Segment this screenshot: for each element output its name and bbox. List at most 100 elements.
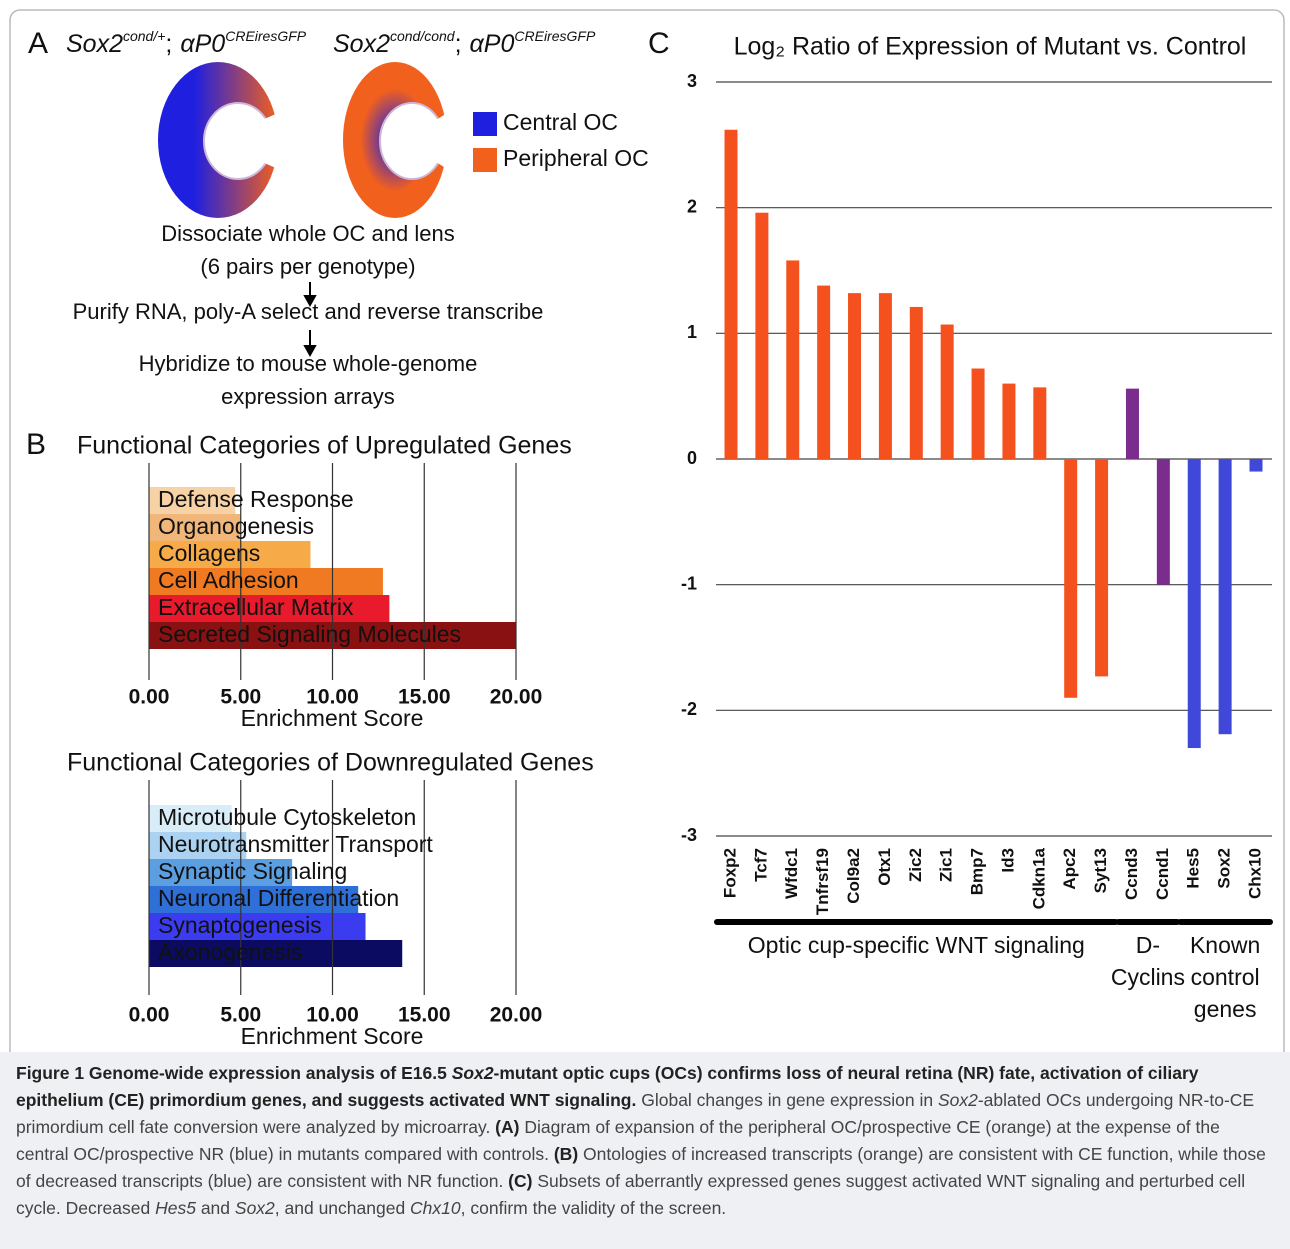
step-text: (6 pairs per genotype) xyxy=(200,254,415,279)
category-label: Secreted Signaling Molecules xyxy=(158,621,461,647)
bar xyxy=(1156,459,1170,585)
category-label: Organogenesis xyxy=(158,513,314,539)
caption-run: Figure 1 Genome-wide expression analysis… xyxy=(16,1063,452,1083)
x-tick-label: Sox2 xyxy=(1215,848,1234,889)
figure-frame xyxy=(9,9,1285,1052)
group-label: Cyclins xyxy=(1111,964,1185,990)
bar xyxy=(149,514,241,541)
bar xyxy=(724,129,738,459)
caption-run: , and unchanged xyxy=(274,1198,411,1218)
driver: αP0 xyxy=(470,30,515,58)
superscript: CREiresGFP xyxy=(225,28,307,44)
category-label: Neurotransmitter Transport xyxy=(158,831,433,857)
category-label: Extracellular Matrix xyxy=(158,594,354,620)
bar xyxy=(755,212,769,459)
bar xyxy=(1249,459,1263,472)
x-tick-label: 20.00 xyxy=(490,1004,543,1027)
caption: Figure 1 Genome-wide expression analysis… xyxy=(0,1052,1290,1249)
superscript: cond/+ xyxy=(123,28,165,44)
group-label: D- xyxy=(1136,932,1160,958)
caption-run: and xyxy=(195,1198,235,1218)
panel-label: C xyxy=(648,27,670,60)
y-tick-label: 0 xyxy=(687,448,697,468)
category-label: Microtubule Cytoskeleton xyxy=(158,804,416,830)
bar xyxy=(149,886,359,913)
bar xyxy=(1033,387,1047,459)
genotype-label: Sox2cond/cond; αP0CREiresGFP xyxy=(333,28,596,58)
x-tick-label: Hes5 xyxy=(1184,848,1203,889)
x-tick-label: 5.00 xyxy=(220,686,261,709)
y-tick-label: -2 xyxy=(681,699,697,719)
step-text: Hybridize to mouse whole-genome xyxy=(139,351,478,376)
x-tick-label: 10.00 xyxy=(306,1004,359,1027)
category-label: Collagens xyxy=(158,540,260,566)
bar xyxy=(817,285,831,459)
chart-title: Functional Categories of Upregulated Gen… xyxy=(77,432,572,460)
x-tick-label: Tnfrsf19 xyxy=(813,848,832,915)
x-tick-label: 0.00 xyxy=(129,1004,170,1027)
separator: ; xyxy=(455,30,462,58)
y-tick-label: 3 xyxy=(687,71,697,91)
x-tick-label: Chx10 xyxy=(1245,848,1264,899)
x-tick-label: Wfdc1 xyxy=(782,848,801,899)
x-tick-label: 15.00 xyxy=(398,1004,451,1027)
bar xyxy=(149,568,383,595)
gene: Sox2 xyxy=(333,30,390,58)
panel-label: A xyxy=(28,27,48,60)
category-label: Neuronal Differentiation xyxy=(158,885,399,911)
y-tick-label: -1 xyxy=(681,573,697,593)
step-text: Dissociate whole OC and lens xyxy=(161,221,454,246)
legend-swatch xyxy=(473,112,497,136)
x-tick-label: Cdkn1a xyxy=(1029,847,1048,909)
separator: ; xyxy=(165,30,172,58)
caption-run: , confirm the validity of the screen. xyxy=(460,1198,727,1218)
category-label: Defense Response xyxy=(158,486,354,512)
caption-run: Subsets of aberrantly expressed genes su… xyxy=(16,1171,1251,1218)
y-tick-label: 1 xyxy=(687,322,697,342)
bar xyxy=(878,293,892,459)
bar xyxy=(1002,383,1016,459)
caption-run: Diagram of expansion of the peripheral O… xyxy=(16,1117,1225,1164)
x-tick-label: 0.00 xyxy=(129,686,170,709)
bar xyxy=(1187,459,1201,749)
caption-run: -mutant optic cups (OCs) confirms loss o… xyxy=(16,1063,1204,1110)
x-tick-label: Zic2 xyxy=(906,848,925,882)
bar xyxy=(149,487,236,514)
category-label: Synaptic Signaling xyxy=(158,858,347,884)
x-tick-label: Id3 xyxy=(998,848,1017,873)
superscript: CREiresGFP xyxy=(514,28,596,44)
y-tick-label: 2 xyxy=(687,196,697,216)
bar xyxy=(149,541,311,568)
x-tick-label: Ccnd1 xyxy=(1153,848,1172,900)
bar xyxy=(786,260,800,459)
caption-run: Chx10 xyxy=(410,1198,461,1218)
y-tick-label: -3 xyxy=(681,825,697,845)
x-tick-label: Foxp2 xyxy=(720,848,739,898)
x-tick-label: 10.00 xyxy=(306,686,359,709)
chart-title: Functional Categories of Downregulated G… xyxy=(67,749,594,777)
step-text: expression arrays xyxy=(221,384,395,409)
bar xyxy=(149,805,232,832)
x-tick-label: Tcf7 xyxy=(751,848,770,882)
bar xyxy=(149,940,403,967)
caption-run: Sox2 xyxy=(937,1090,978,1110)
x-tick-label: Bmp7 xyxy=(968,848,987,895)
group-label: Known xyxy=(1190,932,1260,958)
step-text: Purify RNA, poly-A select and reverse tr… xyxy=(73,299,544,324)
bar xyxy=(940,324,954,459)
optic-cup-mutant xyxy=(343,62,452,218)
x-tick-label: Apc2 xyxy=(1060,848,1079,890)
caption-run: (A) xyxy=(495,1117,520,1137)
bar xyxy=(1218,459,1232,735)
bar xyxy=(1125,388,1139,459)
driver: αP0 xyxy=(180,30,225,58)
category-label: Axonogenesis xyxy=(158,939,303,965)
flow-arrows xyxy=(303,282,317,358)
caption-run: Hes5 xyxy=(155,1198,196,1218)
legend-label: Peripheral OC xyxy=(503,145,649,171)
bar xyxy=(149,859,293,886)
bar xyxy=(1095,459,1109,677)
legend-swatch xyxy=(473,148,497,172)
caption-run: (B) xyxy=(553,1144,579,1164)
